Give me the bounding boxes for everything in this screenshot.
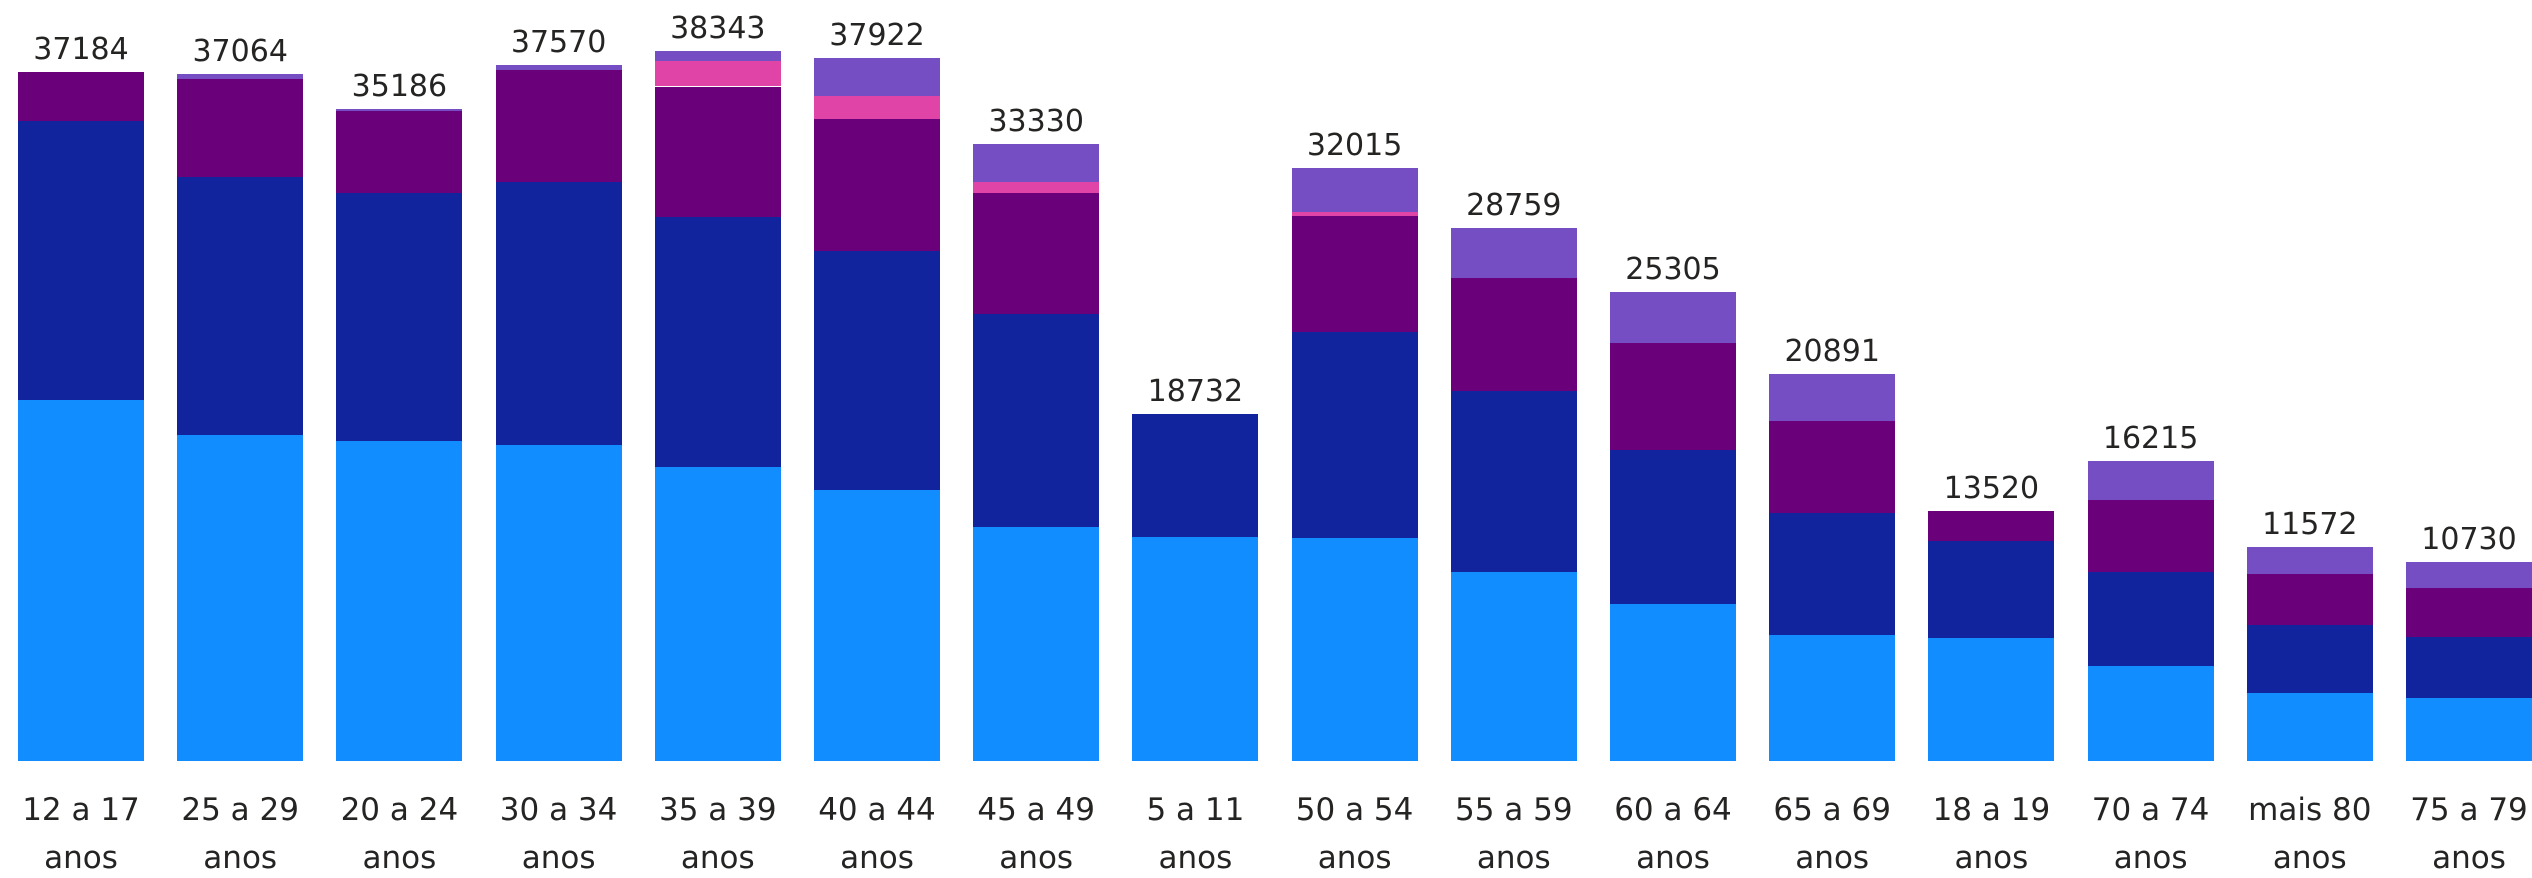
bar-segment [2406, 698, 2532, 761]
bar-segment [336, 109, 463, 111]
x-tick-label: 70 a 74 anos [2091, 792, 2210, 876]
bar-segment [18, 120, 144, 400]
bar-segment [973, 527, 1100, 761]
bar-segment [2246, 573, 2373, 626]
bar-segment [2087, 499, 2214, 573]
total-label: 37922 [829, 18, 925, 54]
x-tick-label: 60 a 64 anos [1614, 792, 1732, 876]
total-label: 37570 [510, 25, 607, 61]
bar-segment [1769, 512, 1896, 636]
bar-segment [1450, 228, 1577, 279]
bar-segment [1610, 449, 1736, 605]
bar-segment [177, 176, 304, 436]
bar-segment [2246, 625, 2373, 694]
bar-segment [18, 399, 144, 761]
bar-segment [973, 313, 1100, 528]
bar-segment [654, 50, 781, 61]
bar-segment [654, 467, 781, 761]
bar-segment [1132, 536, 1259, 761]
x-tick-label: mais 80 anos [2248, 792, 2372, 876]
bar-segment [2406, 636, 2532, 698]
bar-segment [2406, 588, 2532, 637]
bar-segment [18, 72, 144, 121]
total-label: 37064 [192, 34, 288, 70]
total-label: 38343 [670, 10, 766, 46]
bar-segment [495, 181, 622, 445]
total-label: 20891 [1784, 333, 1880, 369]
bar-segment [2087, 460, 2214, 500]
bar-segment [814, 489, 940, 761]
x-tick-label: 5 a 11 anos [1146, 792, 1245, 876]
x-tick-label: 35 a 39 anos [658, 792, 777, 876]
bar-segment [1291, 215, 1418, 332]
total-label: 32015 [1306, 127, 1403, 163]
total-label: 10730 [2421, 522, 2517, 558]
x-tick-label: 20 a 24 anos [340, 792, 459, 876]
bar-segment [2406, 562, 2532, 589]
bar-segment [1928, 510, 2055, 542]
bar-segment [654, 60, 781, 87]
total-label: 11572 [2262, 506, 2358, 542]
bar-segment [177, 74, 304, 79]
bar-segment [1291, 538, 1418, 761]
bar-segment [495, 444, 622, 761]
bar-segment [1132, 413, 1259, 537]
bar-segment [2246, 546, 2373, 574]
x-tick-label: 50 a 54 anos [1295, 792, 1414, 876]
bar-segment [495, 65, 622, 71]
total-label: 25305 [1625, 252, 1721, 288]
bar-segment [1928, 638, 2055, 761]
bar-segment [336, 441, 463, 761]
total-label: 35186 [351, 69, 448, 105]
bar-segment [336, 193, 463, 442]
x-tick-label: 30 a 34 anos [499, 792, 618, 876]
total-label: 16215 [2102, 420, 2199, 456]
bar-segment [654, 86, 781, 218]
bar-segment [1610, 604, 1736, 761]
bar-segment [1450, 278, 1577, 392]
bar-segment [1291, 167, 1418, 213]
x-tick-label: 12 a 17 anos [22, 792, 140, 876]
x-tick-label: 55 a 59 anos [1454, 792, 1573, 876]
bar-segment [814, 58, 940, 97]
bar-segment [177, 78, 304, 177]
total-label: 28759 [1466, 188, 1562, 224]
bar-segment [1450, 572, 1577, 761]
bar-segment [814, 251, 940, 490]
bar-segment [1928, 541, 2055, 639]
total-label: 37184 [33, 32, 129, 68]
bar-segment [2087, 665, 2214, 761]
bar-segment [973, 143, 1100, 182]
bar-segment [814, 118, 940, 252]
bar-segment [2246, 693, 2373, 761]
bar-segment [1610, 292, 1736, 344]
x-tick-label: 75 a 79 anos [2410, 792, 2528, 876]
bar-segment [814, 96, 940, 119]
total-label: 13520 [1943, 470, 2040, 506]
bar-segment [1769, 420, 1896, 513]
bar-segment [654, 217, 781, 468]
x-tick-label: 25 a 29 anos [181, 792, 299, 876]
x-tick-label: 18 a 19 anos [1932, 792, 2051, 876]
bar-segment [1291, 331, 1418, 539]
bar-segment [1769, 373, 1896, 421]
total-label: 33330 [988, 103, 1084, 139]
x-tick-label: 65 a 69 anos [1773, 792, 1891, 876]
bar-segment [336, 110, 463, 194]
bar-segment [1291, 212, 1418, 216]
bar-segment [1450, 391, 1577, 573]
bar-segment [2087, 572, 2214, 666]
x-tick-label: 40 a 44 anos [818, 792, 936, 876]
bar-segment [177, 435, 304, 761]
bar-segment [1610, 343, 1736, 450]
bar-segment [973, 193, 1100, 314]
x-tick-label: 45 a 49 anos [977, 792, 1095, 876]
bar-segment [495, 70, 622, 182]
bar-segment [1769, 635, 1896, 761]
total-label: 18732 [1147, 373, 1244, 409]
bar-segment [973, 181, 1100, 194]
